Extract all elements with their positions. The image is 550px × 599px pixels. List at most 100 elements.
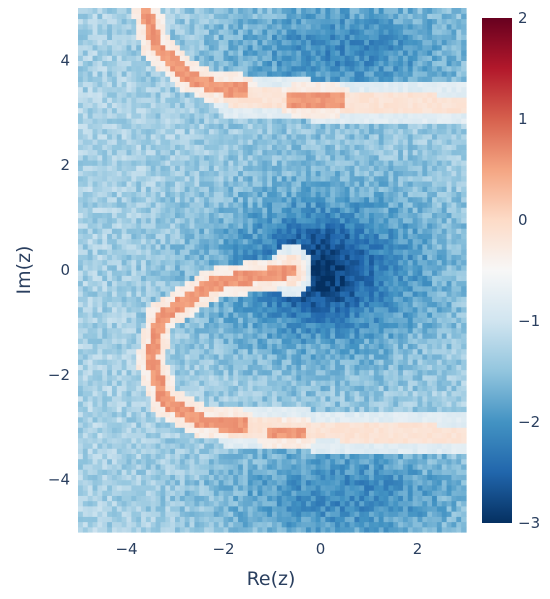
heatmap-cell <box>155 285 162 292</box>
heatmap-cell <box>349 290 356 297</box>
heatmap-cell <box>369 243 375 250</box>
heatmap-cell <box>330 437 336 444</box>
heatmap-cell <box>170 463 176 470</box>
heatmap-cell <box>179 296 186 303</box>
heatmap-cell <box>432 212 438 219</box>
heatmap-cell <box>325 401 331 407</box>
heatmap-cell <box>310 380 317 386</box>
heatmap-cell <box>373 374 380 381</box>
heatmap-cell <box>208 290 215 297</box>
heatmap-cell <box>369 249 375 255</box>
heatmap-cell <box>160 385 166 392</box>
heatmap-cell <box>136 448 142 454</box>
heatmap-cell <box>228 380 234 386</box>
heatmap-cell <box>223 332 229 339</box>
heatmap-cell <box>213 453 220 460</box>
heatmap-cell <box>116 317 123 323</box>
heatmap-cell <box>194 301 200 308</box>
heatmap-cell <box>189 280 195 287</box>
heatmap-cell <box>315 322 322 329</box>
heatmap-cell <box>402 442 409 449</box>
heatmap-cell <box>131 374 137 381</box>
heatmap-cell <box>383 243 389 250</box>
heatmap-cell <box>427 254 433 261</box>
heatmap-cell <box>247 228 254 234</box>
heatmap-cell <box>242 327 249 334</box>
heatmap-cell <box>131 275 137 282</box>
heatmap-cell <box>305 380 312 386</box>
heatmap-cell <box>417 479 423 486</box>
heatmap-cell <box>126 479 132 486</box>
heatmap-cell <box>242 479 249 486</box>
heatmap-cell <box>165 270 171 276</box>
heatmap-cell <box>145 317 152 323</box>
heatmap-cell <box>107 348 113 355</box>
heatmap-cell <box>315 317 322 323</box>
heatmap-cell <box>82 327 89 334</box>
heatmap-cell <box>233 353 239 360</box>
heatmap-cell <box>432 259 438 266</box>
heatmap-cell <box>247 511 254 517</box>
heatmap-cell <box>111 406 118 413</box>
heatmap-cell <box>315 301 322 308</box>
heatmap-cell <box>272 395 278 402</box>
heatmap-cell <box>354 432 360 439</box>
heatmap-cell <box>320 317 326 323</box>
heatmap-cell <box>150 280 157 287</box>
heatmap-cell <box>126 521 132 528</box>
heatmap-cell <box>194 421 200 428</box>
heatmap-cell <box>92 301 98 308</box>
heatmap-cell <box>369 338 375 344</box>
heatmap-cell <box>194 437 200 444</box>
heatmap-cell <box>369 453 375 460</box>
heatmap-cell <box>165 401 171 407</box>
heatmap-cell <box>354 264 360 271</box>
heatmap-cell <box>165 463 171 470</box>
heatmap-cell <box>281 338 288 344</box>
heatmap-cell <box>417 243 423 250</box>
heatmap-cell <box>87 495 94 502</box>
heatmap-cell <box>378 338 385 344</box>
heatmap-cell <box>272 264 278 271</box>
heatmap-cell <box>170 511 176 517</box>
heatmap-cell <box>272 285 278 292</box>
heatmap-cell <box>320 238 326 245</box>
heatmap-cell <box>204 201 210 208</box>
heatmap-cell <box>398 374 404 381</box>
heatmap-cell <box>417 348 423 355</box>
heatmap-cell <box>131 270 137 276</box>
heatmap-cell <box>330 516 336 523</box>
heatmap-cell <box>252 332 259 339</box>
heatmap-cell <box>150 442 157 449</box>
heatmap-cell <box>296 222 302 229</box>
heatmap-cell <box>184 395 191 402</box>
heatmap-cell <box>301 285 307 292</box>
heatmap-cell <box>393 353 399 360</box>
heatmap-cell <box>97 222 103 229</box>
heatmap-cell <box>422 280 428 287</box>
heatmap-cell <box>223 526 229 533</box>
heatmap-cell <box>456 243 462 250</box>
heatmap-cell <box>441 217 448 224</box>
heatmap-cell <box>102 228 108 234</box>
heatmap-cell <box>349 322 356 329</box>
heatmap-cell <box>310 275 317 282</box>
heatmap-cell <box>238 453 244 460</box>
heatmap-cell <box>262 511 268 517</box>
heatmap-cell <box>305 406 312 413</box>
heatmap-cell <box>359 327 365 334</box>
heatmap-cell <box>223 317 229 323</box>
heatmap-cell <box>310 338 317 344</box>
heatmap-cell <box>461 437 467 444</box>
heatmap-cell <box>262 301 268 308</box>
heatmap-cell <box>228 458 234 465</box>
heatmap-cell <box>242 270 249 276</box>
heatmap-cell <box>111 500 118 507</box>
heatmap-cell <box>281 369 288 376</box>
heatmap-cell <box>247 311 254 318</box>
heatmap-cell <box>267 458 273 465</box>
heatmap-cell <box>247 264 254 271</box>
heatmap-cell <box>369 432 375 439</box>
heatmap-cell <box>461 458 467 465</box>
heatmap-cell <box>393 374 399 381</box>
